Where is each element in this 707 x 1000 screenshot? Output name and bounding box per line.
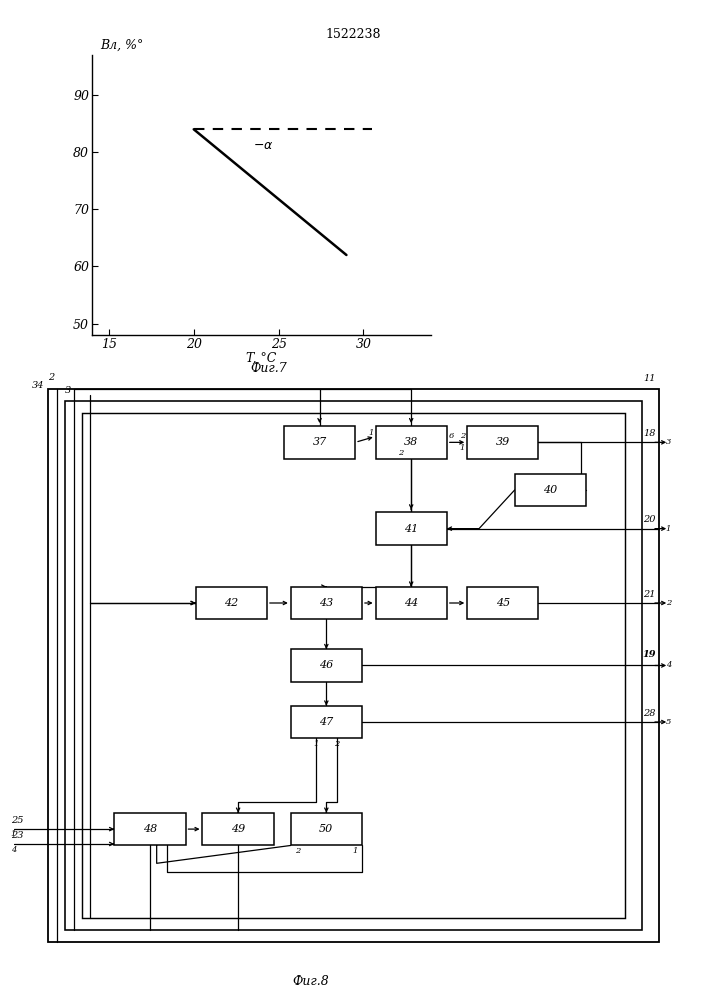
Text: 1522238: 1522238 — [326, 28, 381, 41]
Bar — [196, 587, 267, 619]
Bar — [467, 426, 539, 459]
Text: 6: 6 — [449, 432, 454, 440]
Bar — [115, 813, 185, 845]
Bar — [291, 587, 362, 619]
Text: 39: 39 — [496, 437, 510, 447]
Bar — [291, 706, 362, 738]
Text: 1: 1 — [353, 847, 358, 855]
Text: 1: 1 — [368, 429, 373, 437]
Text: 3: 3 — [65, 386, 71, 395]
Bar — [291, 813, 362, 845]
Text: 37: 37 — [312, 437, 327, 447]
Text: 23: 23 — [11, 831, 23, 840]
Text: 44: 44 — [404, 598, 419, 608]
Bar — [375, 512, 447, 545]
Bar — [202, 813, 274, 845]
Text: 49: 49 — [231, 824, 245, 834]
Text: 11: 11 — [643, 374, 655, 383]
Text: 50: 50 — [320, 824, 334, 834]
Bar — [82, 413, 625, 918]
Bar — [291, 649, 362, 682]
Text: 43: 43 — [320, 598, 334, 608]
Text: 41: 41 — [404, 524, 419, 534]
Text: 48: 48 — [143, 824, 157, 834]
Text: 2: 2 — [398, 449, 404, 457]
Text: $-\alpha$: $-\alpha$ — [253, 139, 274, 152]
Text: 2: 2 — [334, 740, 339, 748]
Bar — [284, 426, 355, 459]
Text: 28: 28 — [643, 709, 655, 718]
Bar — [375, 587, 447, 619]
Text: Фиг.7: Фиг.7 — [250, 362, 287, 375]
Text: 18: 18 — [643, 429, 655, 438]
Bar — [515, 474, 586, 506]
Text: 38: 38 — [404, 437, 419, 447]
X-axis label: T, °C: T, °C — [247, 352, 276, 365]
Text: 1: 1 — [313, 740, 319, 748]
Text: 20: 20 — [643, 515, 655, 524]
Text: 4: 4 — [11, 846, 16, 854]
Text: 4: 4 — [666, 661, 671, 669]
Text: 5: 5 — [666, 718, 671, 726]
Text: 19: 19 — [642, 650, 655, 659]
Text: 1: 1 — [11, 830, 16, 838]
Bar — [65, 401, 642, 930]
Text: 45: 45 — [496, 598, 510, 608]
Text: Вл, %°: Вл, %° — [100, 39, 144, 52]
Text: 46: 46 — [320, 660, 334, 670]
Text: 40: 40 — [543, 485, 557, 495]
Text: 34: 34 — [32, 381, 44, 390]
Text: 21: 21 — [643, 590, 655, 599]
Text: 2: 2 — [460, 432, 465, 440]
Bar — [467, 587, 539, 619]
Text: 25: 25 — [11, 816, 23, 825]
Bar — [375, 426, 447, 459]
Text: 2: 2 — [666, 599, 671, 607]
Text: Фиг.8: Фиг.8 — [293, 975, 329, 988]
Text: 42: 42 — [224, 598, 238, 608]
Text: 47: 47 — [320, 717, 334, 727]
Text: 1: 1 — [666, 525, 671, 533]
Text: 2: 2 — [48, 373, 54, 382]
Text: 1: 1 — [460, 444, 465, 452]
Text: 3: 3 — [666, 438, 671, 446]
Text: 2: 2 — [295, 847, 300, 855]
